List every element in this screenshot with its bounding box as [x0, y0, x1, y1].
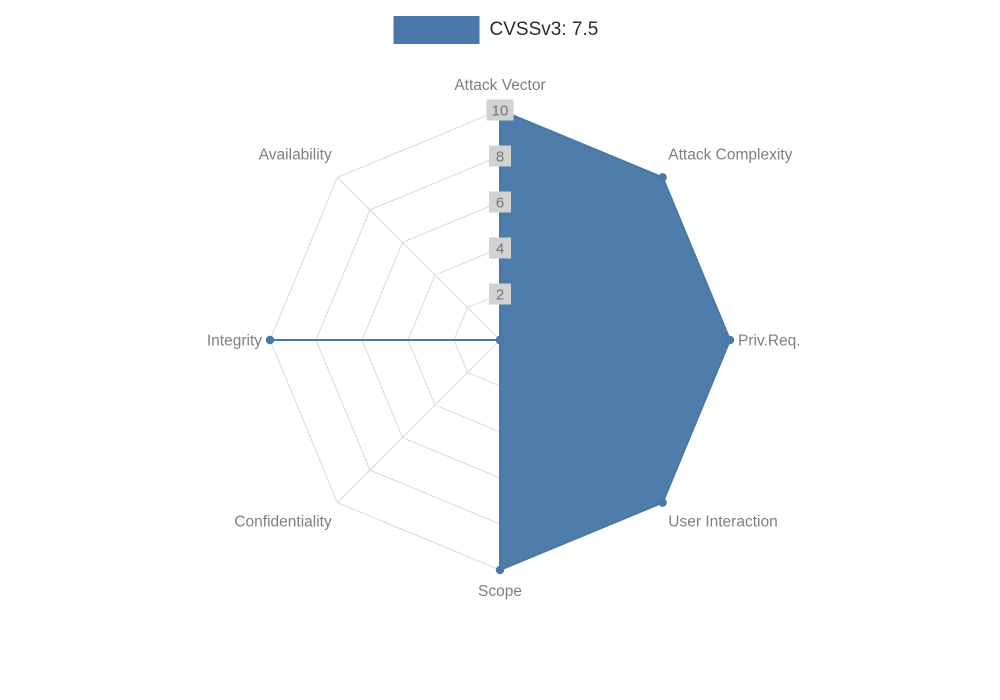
tick-label-box	[486, 99, 514, 121]
legend: CVSSv3: 7.5	[393, 16, 599, 44]
data-point	[495, 565, 505, 575]
tick-label-box	[489, 191, 511, 213]
axis-label-user-interaction: User Interaction	[668, 513, 777, 530]
tick-label: 2	[496, 287, 504, 304]
data-point	[265, 335, 275, 345]
axis-label-attack-vector: Attack Vector	[454, 77, 545, 94]
tick-label-box	[489, 145, 511, 167]
legend-label: CVSSv3: 7.5	[489, 19, 599, 40]
axis-spoke	[337, 177, 501, 341]
axis-label-confidentiality: Confidentiality	[234, 513, 332, 530]
tick-label: 8	[496, 149, 504, 166]
tick-label: 10	[492, 103, 509, 120]
axis-spoke	[337, 339, 501, 503]
axis-label-availability: Availability	[259, 147, 332, 164]
axis-label-scope: Scope	[478, 583, 522, 600]
data-point	[658, 173, 667, 182]
data-point	[495, 335, 505, 345]
tick-label: 4	[496, 241, 504, 258]
axis-label-attack-complexity: Attack Complexity	[668, 147, 792, 164]
data-point	[658, 498, 667, 507]
legend-swatch	[393, 16, 480, 44]
axis-label-priv-req: Priv.Req.	[738, 333, 801, 350]
tick-label: 6	[496, 195, 504, 212]
data-point	[725, 335, 735, 345]
axis-label-integrity: Integrity	[207, 333, 262, 350]
tick-label-box	[489, 237, 511, 259]
tick-label-box	[489, 283, 511, 305]
